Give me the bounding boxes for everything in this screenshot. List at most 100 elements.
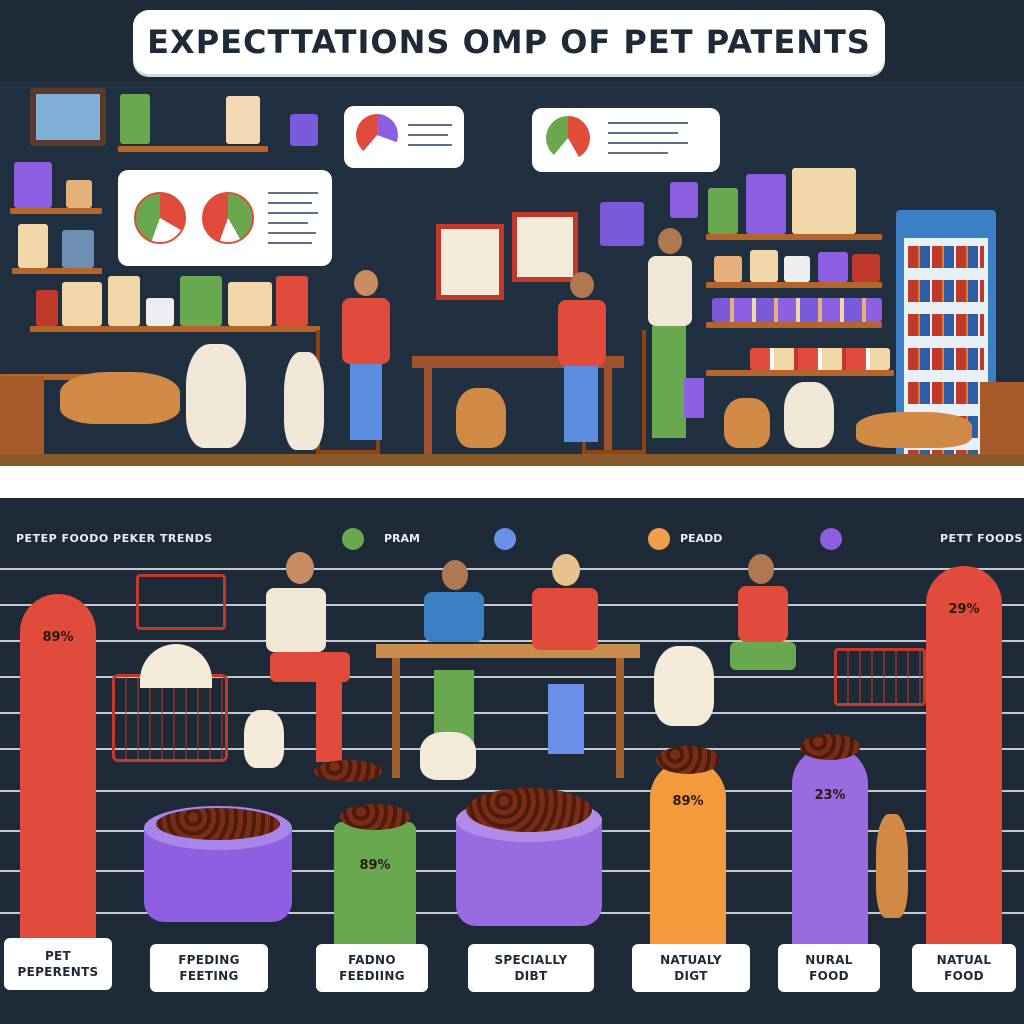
shelf (706, 282, 882, 288)
category-label: FEEDIING (339, 969, 405, 983)
food-package-row (712, 298, 882, 322)
chart-header-right: PETT FOODS (940, 532, 1023, 545)
dog (876, 814, 908, 918)
kibble-pile (314, 760, 382, 782)
food-package (852, 254, 880, 282)
bar-value-label: 89% (42, 630, 74, 645)
speech-bubble-chart (118, 170, 332, 266)
food-package (180, 276, 222, 326)
section-divider (0, 466, 1024, 498)
pet-food-trends-chart: PETEP FOODO PEKER TRENDS PETT FOODS PRAM… (0, 498, 1024, 1024)
dog (724, 398, 770, 448)
gridline (0, 568, 1024, 570)
food-package (120, 94, 150, 144)
gridline (0, 748, 1024, 750)
dog (654, 646, 714, 726)
bar-fadno-feeding (334, 822, 416, 944)
kibble-pile (656, 746, 720, 774)
pie-chart-icon (134, 192, 186, 244)
shelf (706, 322, 882, 328)
person-seated (336, 270, 396, 450)
pie-chart-icon (356, 114, 398, 156)
food-package (18, 224, 48, 268)
food-package (14, 162, 52, 208)
category-label: FADNO (348, 953, 396, 967)
category-label-box: NURAL FOOD (778, 944, 880, 992)
counter (0, 376, 44, 454)
category-label: DIGT (674, 969, 708, 983)
pie-chart-icon (546, 116, 590, 160)
bar-value-label: 89% (359, 858, 391, 873)
title-banner: EXPECTTATIONS OMP OF PET PATENTS (133, 10, 885, 74)
food-package (108, 276, 140, 326)
bar-natualy-digt (650, 760, 726, 944)
dog (784, 382, 834, 448)
shelf (30, 326, 320, 332)
food-package (146, 298, 174, 326)
food-package (66, 180, 92, 208)
gridline (0, 676, 1024, 678)
tv-screen (30, 88, 106, 146)
food-package (750, 250, 778, 282)
food-package (600, 202, 644, 246)
legend-swatch-purple (820, 528, 842, 550)
food-package (714, 256, 742, 282)
stroller-icon (112, 674, 228, 762)
person-standing (640, 228, 704, 450)
shelf (706, 370, 894, 376)
shelf (10, 208, 102, 214)
legend-label: PRAM (384, 532, 420, 545)
person-seated (256, 552, 366, 772)
legend-swatch-green (342, 528, 364, 550)
food-package (226, 96, 260, 144)
category-label: PET (44, 949, 72, 963)
category-label: PEPERENTS (17, 965, 99, 979)
food-package (228, 282, 272, 326)
food-package (62, 230, 94, 268)
shopping-cart-icon (834, 648, 926, 706)
food-package (792, 168, 856, 234)
dog (60, 372, 180, 424)
dog (186, 344, 246, 448)
food-package (36, 290, 58, 326)
category-label: NURAL (805, 953, 853, 967)
framed-dog-picture (436, 224, 504, 300)
legend-swatch-orange (648, 528, 670, 550)
kibble-pile (340, 804, 410, 830)
gridline (0, 640, 1024, 642)
bar-value-label: 89% (672, 794, 704, 809)
food-package (276, 276, 308, 326)
food-package (784, 256, 810, 282)
chart-header-left: PETEP FOODO PEKER TRENDS (16, 532, 213, 545)
framed-dog-picture (512, 212, 578, 282)
pie-chart-icon (202, 192, 254, 244)
dog (420, 732, 476, 780)
category-label: DIBT (514, 969, 548, 983)
store-floor (0, 454, 1024, 468)
counter (980, 382, 1024, 454)
speech-bubble-chart (344, 106, 464, 168)
person-seated (722, 554, 802, 754)
food-package (708, 188, 738, 234)
food-package (62, 282, 102, 326)
food-package (670, 182, 698, 218)
food-package (290, 114, 318, 146)
category-label: FEETING (179, 969, 239, 983)
category-label: SPECIALLY (494, 953, 568, 967)
person-seated (528, 554, 604, 764)
speech-bubble-chart (532, 108, 720, 172)
category-label: NATUALY (660, 953, 722, 967)
category-label-box: NATUAL FOOD (912, 944, 1016, 992)
dog (456, 388, 506, 448)
shelf (118, 146, 268, 152)
food-package (746, 174, 786, 234)
shelf (12, 268, 102, 274)
category-label-box: NATUALY DIGT (632, 944, 750, 992)
category-label-box: PET PEPERENTS (4, 938, 112, 990)
dog (856, 412, 972, 448)
legend-swatch-blue (494, 528, 516, 550)
gridline (0, 712, 1024, 714)
pet-store-scene (0, 82, 1024, 510)
category-label-box: FPEDING FEETING (150, 944, 268, 992)
